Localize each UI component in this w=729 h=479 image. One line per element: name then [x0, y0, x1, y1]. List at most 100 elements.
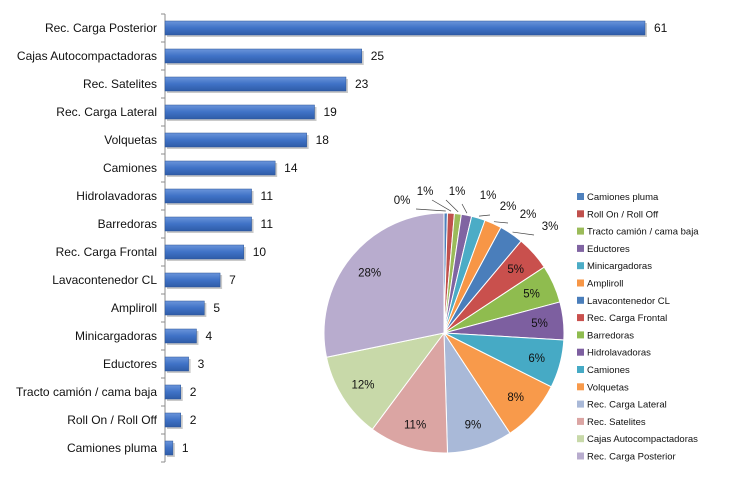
pie-slice — [323, 212, 445, 358]
legend-entry: Barredoras — [587, 330, 634, 341]
bar-value-label: 1 — [182, 441, 189, 455]
legend-swatch — [577, 400, 584, 408]
pie-percent-label: 0% — [394, 195, 411, 207]
bar-category-label: Barredoras — [98, 217, 157, 231]
bar-value-label: 3 — [198, 357, 205, 371]
bar-category-label: Lavacontenedor CL — [52, 273, 157, 287]
legend-swatch — [577, 193, 584, 200]
pie-percent-label: 5% — [531, 318, 548, 330]
pie-percent-label: 1% — [480, 190, 497, 202]
bar-value-label: 14 — [284, 161, 298, 175]
bar — [164, 104, 315, 120]
pie-leader-line — [431, 199, 452, 212]
bar — [164, 272, 221, 288]
legend-entry: Minicargadoras — [587, 261, 652, 272]
bar-value-label: 18 — [316, 133, 330, 147]
legend-entry: Rec. Carga Lateral — [587, 400, 667, 411]
bar-category-label: Minicargadoras — [75, 329, 157, 343]
pie-leader-line — [445, 199, 459, 213]
bar-category-label: Volquetas — [104, 133, 157, 147]
legend-entry: Rec. Carga Frontal — [587, 313, 667, 324]
legend-entry: Rec. Satelites — [587, 417, 646, 428]
bar-value-label: 2 — [190, 413, 197, 427]
legend-entry: Hidrolavadoras — [587, 348, 651, 359]
pie-chart: 0%1% 1% 1%2%2%3%5%5%5%6%8%9%11%12%28% — [323, 186, 565, 454]
pie-percent-label: 9% — [465, 420, 482, 432]
bar-category-label: Roll On / Roll Off — [67, 413, 157, 427]
legend-swatch — [577, 296, 584, 304]
legend-swatch — [577, 348, 584, 356]
legend-swatch — [577, 262, 584, 270]
bar — [164, 244, 244, 260]
legend-swatch — [577, 314, 584, 322]
bar-value-label: 4 — [205, 329, 212, 343]
pie-legend: Camiones pluma Roll On / Roll Off Tracto c… — [577, 192, 699, 463]
bar — [164, 300, 205, 316]
bar — [164, 20, 646, 36]
bar-category-label: Tracto camión / cama baja — [16, 385, 157, 399]
legend-entry: Ampliroll — [587, 279, 623, 290]
pie-percent-label: 3% — [542, 221, 559, 233]
bar — [164, 132, 307, 148]
pie-percent-label: 2% — [520, 209, 537, 221]
legend-entry: Eductores — [587, 244, 630, 255]
bar — [164, 412, 181, 428]
bar — [164, 188, 252, 204]
bar-category-label: Rec. Carga Lateral — [56, 105, 157, 119]
pie-percent-label: 12% — [351, 380, 374, 392]
bar-value-label: 11 — [261, 217, 274, 231]
legend-swatch — [577, 452, 584, 460]
legend-swatch — [577, 383, 584, 391]
legend-swatch — [577, 244, 584, 252]
pie-leader-line — [493, 221, 509, 224]
pie-slice — [325, 332, 446, 430]
bar-category-label: Eductores — [103, 357, 157, 371]
bar-value-label: 10 — [253, 245, 267, 259]
pie-percent-label: 8% — [507, 392, 524, 404]
bar-category-label: Cajas Autocompactadoras — [17, 49, 157, 63]
bar-category-label: Camiones pluma — [67, 441, 157, 455]
legend-swatch — [577, 366, 584, 373]
pie-percent-label: 5% — [523, 289, 540, 301]
bar-value-label: 2 — [190, 385, 197, 399]
pie-leader-line — [415, 208, 446, 212]
bar-value-label: 61 — [654, 21, 668, 35]
pie-percent-label: 11% — [404, 420, 426, 432]
bar-category-label: Rec. Satelites — [83, 77, 157, 91]
pie-slice — [371, 331, 449, 454]
bar — [164, 384, 181, 400]
bar-value-label: 7 — [229, 273, 236, 287]
bar — [164, 216, 252, 232]
legend-swatch — [577, 417, 584, 425]
bar — [164, 328, 197, 344]
bar-value-label: 23 — [355, 77, 369, 91]
pie-percent-label: 6% — [528, 353, 545, 365]
bar-value-label: 19 — [324, 105, 338, 119]
bar-value-label: 25 — [371, 49, 385, 63]
pie-percent-label: 1% — [449, 186, 466, 198]
bar — [164, 440, 174, 456]
bar-category-label: Ampliroll — [111, 301, 157, 315]
pie-leader-line — [461, 203, 468, 214]
pie-percent-label: 28% — [358, 267, 381, 279]
legend-swatch — [577, 435, 584, 443]
legend-swatch — [577, 210, 584, 218]
bar-chart: Rec. Carga Posterior 61 Cajas Autocompacta… — [16, 13, 668, 463]
legend-entry: Camiones — [587, 365, 630, 376]
bar — [164, 160, 276, 176]
bar — [164, 48, 362, 64]
bar — [164, 76, 347, 92]
legend-entry: Tracto camión / cama baja — [587, 227, 699, 238]
legend-entry: Volquetas — [587, 382, 629, 393]
legend-entry: Roll On / Roll Off — [587, 209, 658, 220]
legend-swatch — [577, 279, 584, 287]
legend-swatch — [577, 227, 584, 235]
pie-leader-line — [478, 214, 491, 217]
bar-value-label: 5 — [213, 301, 220, 315]
bar-category-label: Hidrolavadoras — [76, 189, 157, 203]
bar-category-label: Camiones — [103, 161, 157, 175]
legend-swatch — [577, 331, 584, 339]
legend-entry: Camiones pluma — [587, 192, 659, 203]
pie-percent-label: 1% — [417, 186, 434, 198]
